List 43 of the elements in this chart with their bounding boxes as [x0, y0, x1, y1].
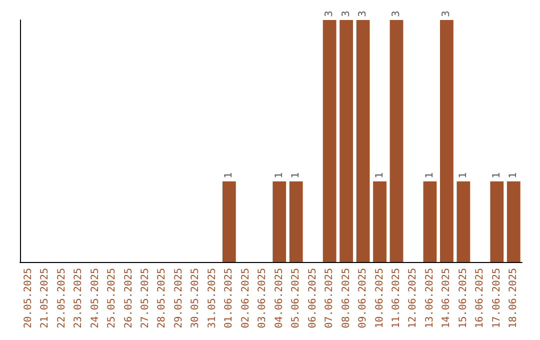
x-tick-label: 17.06.2025	[491, 268, 502, 328]
x-tick-label: 10.06.2025	[374, 268, 386, 328]
x-tick-label: 08.06.2025	[340, 268, 352, 328]
data-label: 1	[424, 172, 436, 178]
x-tick-label: 12.06.2025	[408, 268, 419, 328]
x-tick-label: 11.06.2025	[391, 268, 402, 328]
data-label: 1	[224, 172, 235, 178]
x-tick-label: 05.06.2025	[290, 268, 302, 328]
x-tick-label: 04.06.2025	[274, 268, 285, 328]
x-tick-label: 24.05.2025	[90, 268, 101, 328]
x-tick-label: 31.05.2025	[206, 268, 218, 328]
data-label: 1	[290, 172, 302, 178]
x-tick-label: 03.06.2025	[257, 268, 268, 328]
data-label: 1	[458, 172, 469, 178]
data-label: 1	[508, 172, 520, 178]
x-tick-label: 07.06.2025	[324, 268, 336, 328]
x-tick-label: 23.05.2025	[73, 268, 84, 328]
x-tick-label: 30.05.2025	[190, 268, 202, 328]
x-tick-label: 02.06.2025	[240, 268, 252, 328]
x-tick-label: 06.06.2025	[307, 268, 318, 328]
data-label: 3	[358, 10, 369, 17]
x-tick-label: 28.05.2025	[156, 268, 168, 328]
x-tick-label: 27.05.2025	[140, 268, 151, 328]
x-tick-label: 09.06.2025	[358, 268, 369, 328]
x-tick-label: 29.05.2025	[173, 268, 184, 328]
x-tick-label: 13.06.2025	[424, 268, 436, 328]
data-label: 1	[491, 172, 502, 178]
x-tick-label: 14.06.2025	[441, 268, 452, 328]
x-tick-label: 25.05.2025	[106, 268, 118, 328]
data-label: 3	[391, 10, 402, 17]
data-label: 3	[340, 10, 352, 17]
x-tick-label: 20.05.2025	[22, 268, 34, 328]
data-label: 1	[374, 172, 386, 178]
data-label: 3	[441, 10, 452, 17]
x-tick-label: 01.06.2025	[224, 268, 235, 328]
x-tick-label: 26.05.2025	[123, 268, 134, 328]
x-tick-label: 16.06.2025	[474, 268, 486, 328]
x-tick-label: 15.06.2025	[458, 268, 469, 328]
x-tick-label: 21.05.2025	[40, 268, 51, 328]
data-label: 3	[324, 10, 336, 17]
x-tick-label: 22.05.2025	[56, 268, 68, 328]
data-label: 1	[274, 172, 285, 178]
x-tick-label: 18.06.2025	[508, 268, 520, 328]
